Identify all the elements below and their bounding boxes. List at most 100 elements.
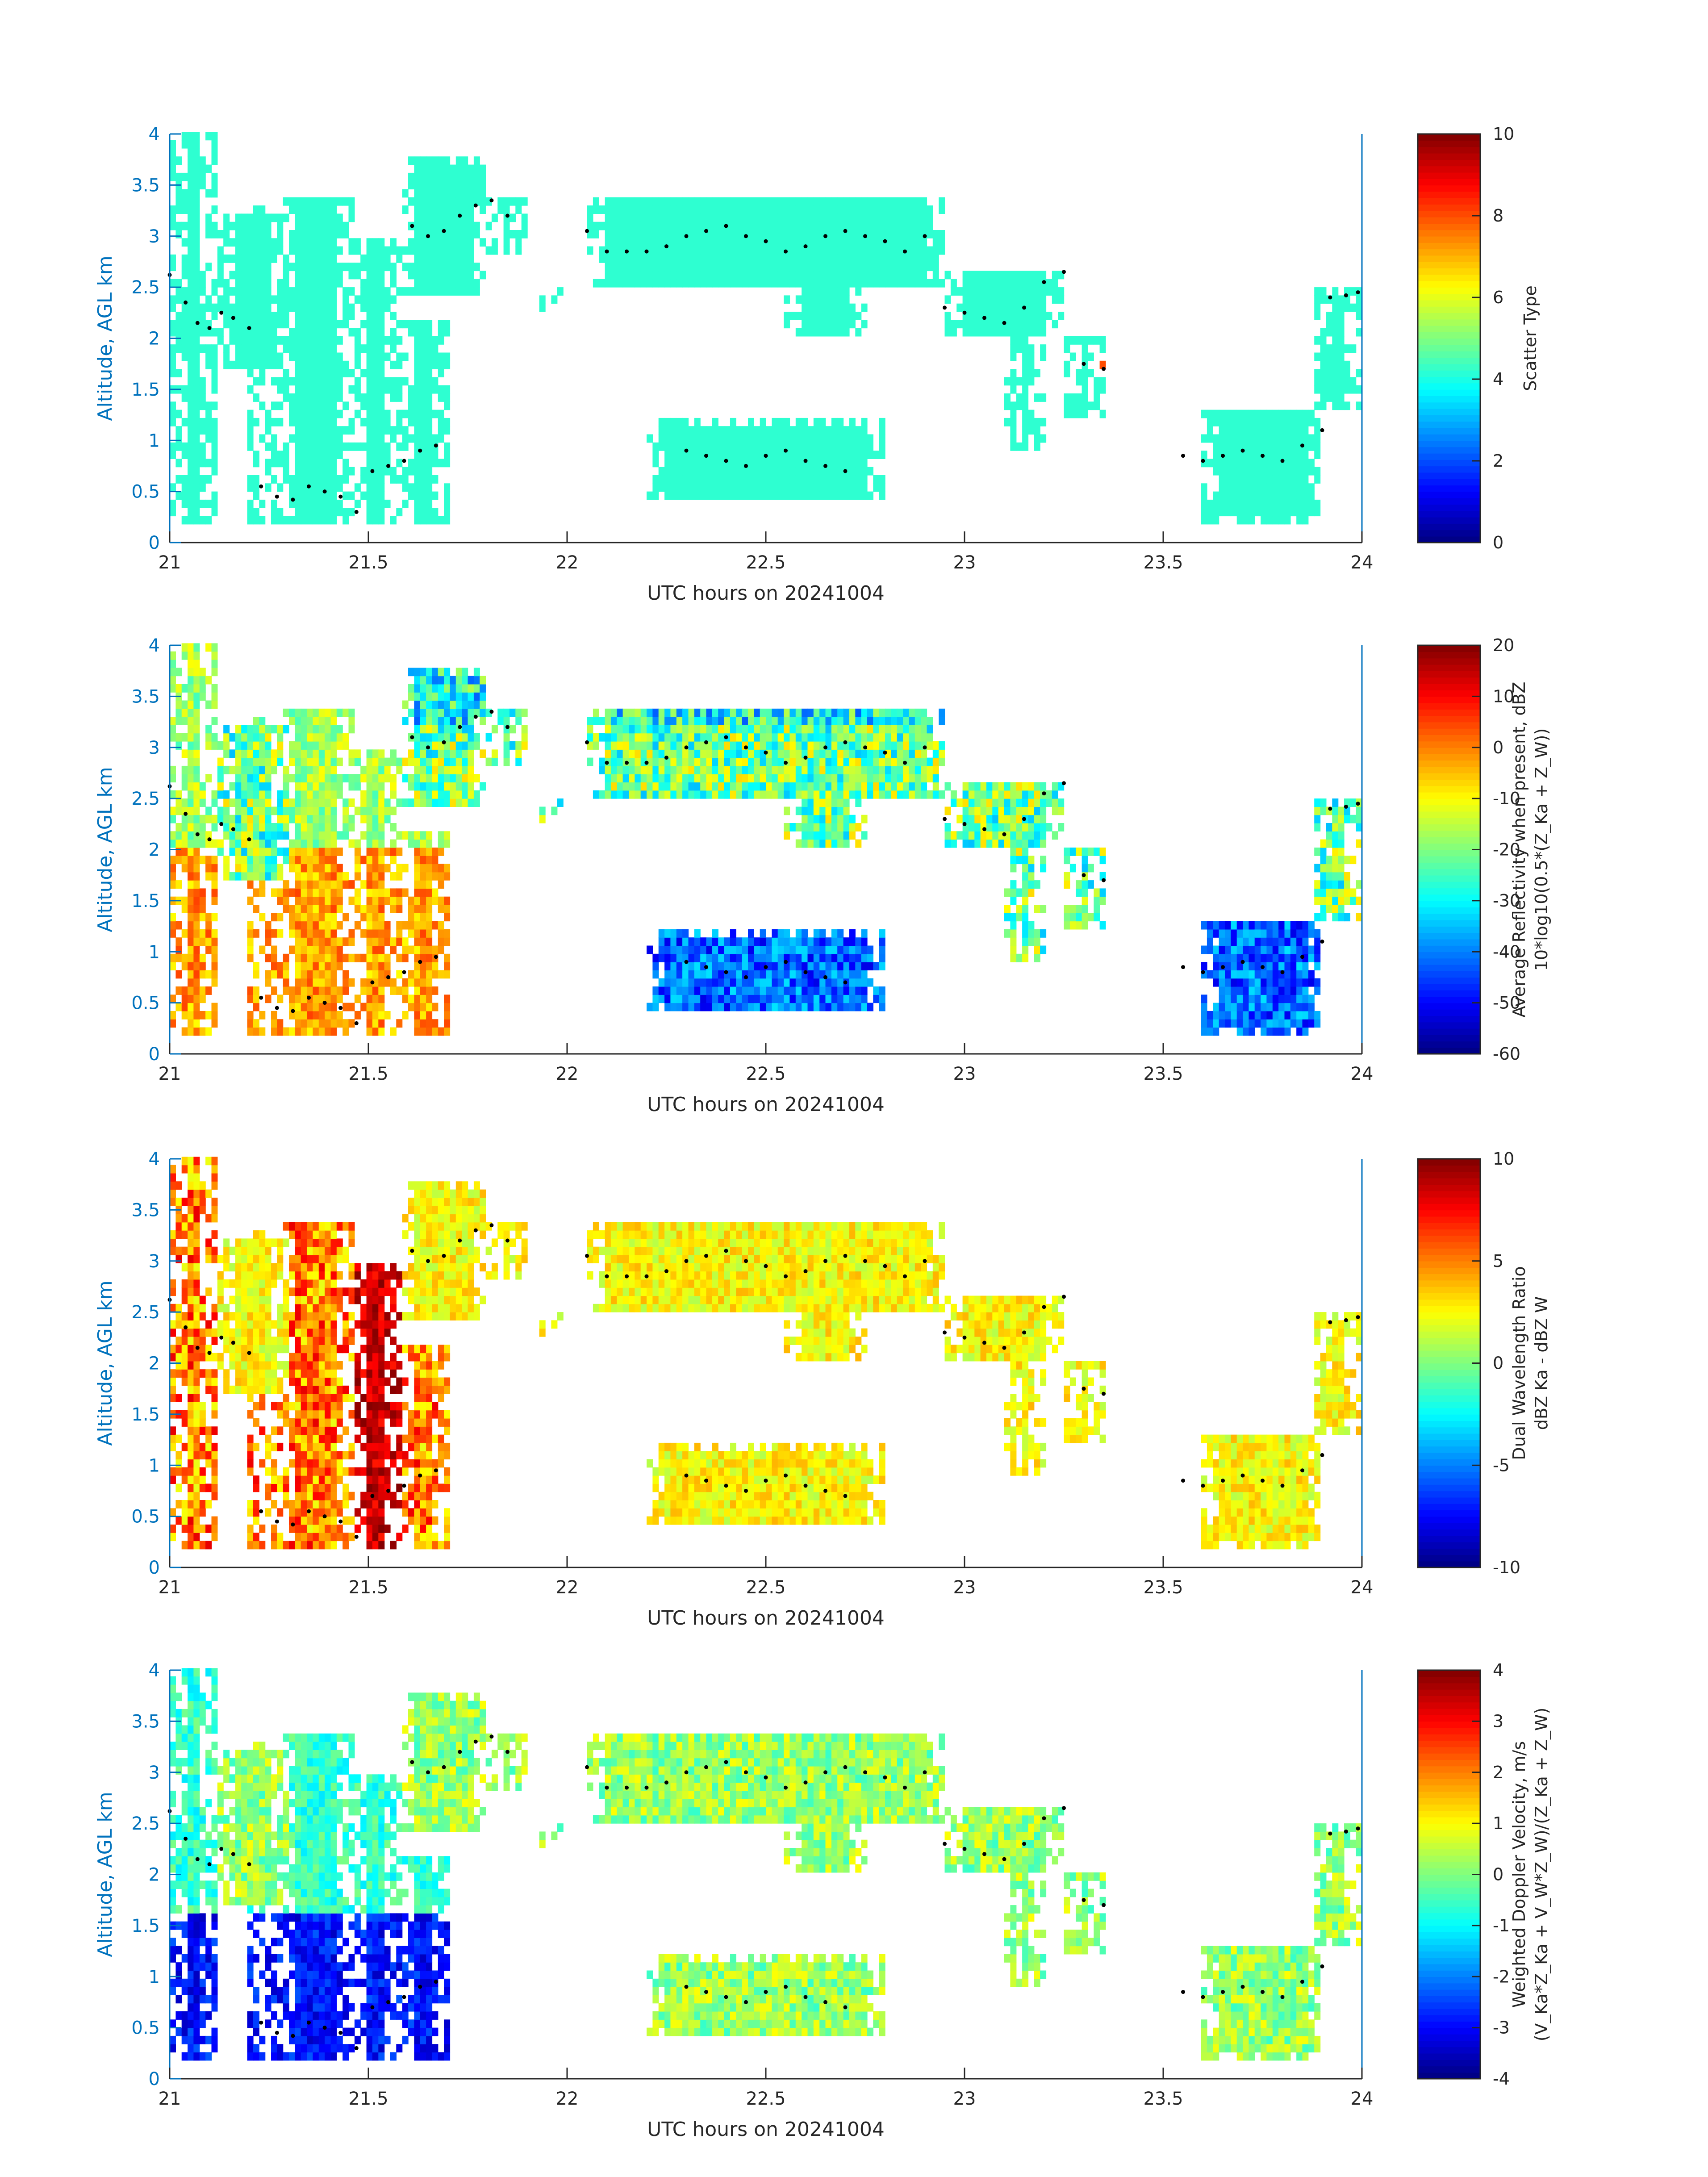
heatmap-cell: [390, 847, 397, 856]
heatmap-cell: [694, 491, 701, 500]
heatmap-cell: [211, 189, 218, 198]
heatmap-cell: [307, 888, 313, 897]
heatmap-cell: [396, 970, 403, 979]
heatmap-cell: [1219, 508, 1225, 517]
heatmap-cell: [372, 401, 379, 410]
heatmap-cell: [384, 978, 391, 987]
heatmap-cell: [295, 921, 301, 930]
heatmap-cell: [265, 360, 271, 369]
heatmap-cell: [539, 303, 546, 312]
heatmap-cell: [408, 483, 414, 492]
heatmap-cell: [301, 230, 307, 238]
heatmap-cell: [1254, 467, 1261, 476]
heatmap-cell: [414, 888, 421, 897]
heatmap-cell: [789, 221, 796, 230]
heatmap-cell: [682, 945, 689, 954]
heatmap-cell: [426, 749, 433, 758]
heatmap-cell: [777, 418, 784, 426]
heatmap-cell: [188, 668, 194, 677]
heatmap-cell: [676, 221, 683, 230]
heatmap-cell: [378, 888, 385, 897]
heatmap-cell: [360, 467, 367, 476]
heatmap-cell: [622, 733, 629, 742]
heatmap-cell: [1010, 352, 1017, 361]
heatmap-cell: [635, 279, 641, 288]
heatmap-cell: [1284, 491, 1291, 500]
heatmap-cell: [610, 782, 617, 791]
heatmap-cell: [718, 459, 725, 468]
heatmap-cell: [259, 336, 266, 345]
heatmap-cell: [348, 197, 355, 206]
colorbar-segment: [1418, 293, 1480, 301]
heatmap-cell: [593, 197, 599, 206]
heatmap-cell: [676, 741, 683, 750]
heatmap-cell: [706, 238, 713, 247]
heatmap-cell: [295, 320, 301, 329]
heatmap-cell: [265, 254, 271, 263]
heatmap-cell: [1266, 409, 1273, 418]
heatmap-cell: [1076, 393, 1082, 402]
heatmap-cell: [450, 757, 456, 766]
heatmap-cell: [593, 279, 599, 288]
heatmap-cell: [724, 197, 731, 206]
heatmap-cell: [455, 717, 462, 725]
heatmap-cell: [408, 905, 414, 913]
heatmap-cell: [289, 741, 295, 750]
heatmap-cell: [318, 978, 325, 987]
heatmap-cell: [909, 197, 915, 206]
heatmap-cell: [188, 295, 194, 304]
heatmap-cell: [241, 336, 248, 345]
heatmap-cell: [593, 230, 599, 238]
heatmap-cell: [342, 221, 349, 230]
heatmap-cell: [229, 839, 236, 848]
heatmap-cell: [432, 921, 438, 930]
heatmap-cell: [289, 945, 295, 954]
heatmap-cell: [658, 418, 665, 426]
heatmap-cell: [455, 790, 462, 799]
heatmap-cell: [402, 263, 409, 272]
heatmap-cell: [223, 765, 230, 774]
ml-dot: [1221, 454, 1225, 458]
heatmap-cell: [199, 475, 206, 484]
heatmap-cell: [193, 451, 200, 459]
heatmap-cell: [1290, 499, 1297, 508]
heatmap-cell: [831, 230, 838, 238]
heatmap-cell: [211, 467, 218, 476]
heatmap-cell: [825, 221, 832, 230]
heatmap-cell: [748, 254, 754, 263]
heatmap-cell: [313, 401, 319, 410]
heatmap-cell: [211, 230, 218, 238]
heatmap-cell: [784, 205, 790, 214]
heatmap-cell: [688, 434, 695, 443]
heatmap-cell: [849, 246, 856, 255]
heatmap-cell: [295, 913, 301, 922]
heatmap-cell: [1284, 459, 1291, 468]
heatmap-cell: [313, 442, 319, 451]
heatmap-cell: [789, 475, 796, 484]
heatmap-cell: [1082, 393, 1088, 402]
heatmap-cell: [181, 287, 188, 296]
heatmap-cell: [336, 377, 343, 386]
heatmap-cell: [664, 717, 671, 725]
heatmap-cell: [760, 418, 766, 426]
heatmap-cell: [336, 962, 343, 970]
heatmap-cell: [188, 344, 194, 353]
heatmap-cell: [330, 831, 337, 840]
heatmap-cell: [188, 806, 194, 815]
heatmap-cell: [259, 303, 266, 312]
heatmap-cell: [462, 221, 468, 230]
heatmap-cell: [1350, 377, 1357, 386]
heatmap-cell: [330, 708, 337, 717]
heatmap-cell: [837, 312, 844, 320]
heatmap-cell: [188, 279, 194, 288]
heatmap-cell: [241, 246, 248, 255]
heatmap-cell: [1320, 328, 1327, 337]
heatmap-cell: [688, 213, 695, 222]
heatmap-cell: [849, 279, 856, 288]
heatmap-cell: [295, 499, 301, 508]
heatmap-cell: [742, 197, 748, 206]
heatmap-cell: [271, 806, 277, 815]
heatmap-cell: [462, 757, 468, 766]
heatmap-cell: [1231, 426, 1237, 435]
heatmap-cell: [199, 831, 206, 840]
